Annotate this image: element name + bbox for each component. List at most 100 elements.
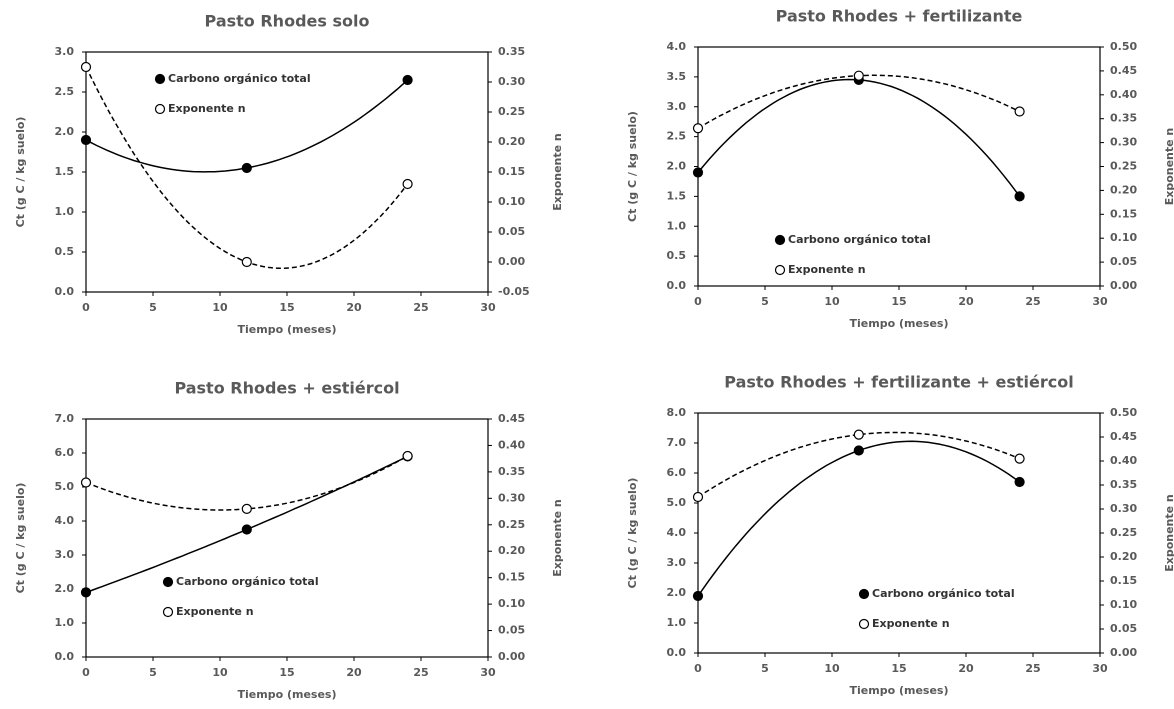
x-tick-label: 20	[958, 662, 974, 675]
x-tick-label: 25	[1025, 662, 1040, 675]
data-point	[692, 123, 704, 134]
y2-tick-label: 0.20	[498, 135, 525, 148]
y-tick-label: 4.0	[667, 526, 687, 539]
y-tick-label: 1.5	[667, 189, 687, 202]
x-axis-label: Tiempo (meses)	[238, 323, 337, 336]
data-point	[241, 162, 252, 174]
legend-label: Carbono orgánico total	[176, 575, 319, 588]
y-tick-label: 6.0	[55, 446, 75, 459]
y-tick-label: 2.0	[667, 586, 687, 599]
y2-axis-label: Exponente n	[551, 133, 564, 211]
x-tick-label: 10	[212, 301, 228, 314]
legend-label: Carbono orgánico total	[872, 587, 1015, 600]
y-tick-label: 1.0	[55, 205, 75, 218]
y2-axis-label: Exponente n	[1163, 494, 1174, 572]
y2-tick-label: 0.40	[1110, 88, 1137, 101]
y2-tick-label: 0.35	[498, 465, 525, 478]
data-point	[241, 503, 252, 515]
data-point	[692, 167, 704, 178]
y2-tick-label: 0.20	[1110, 550, 1137, 563]
chart-title: Pasto Rhodes + estiércol	[174, 379, 399, 398]
y-tick-label: 2.0	[55, 125, 75, 138]
y-tick-label: 1.0	[667, 219, 687, 232]
y-tick-label: 5.0	[55, 480, 75, 493]
data-point	[1014, 106, 1025, 117]
y2-tick-label: 0.10	[1110, 598, 1137, 611]
trend-curve	[697, 78, 1021, 197]
y2-tick-label: 0.00	[498, 255, 525, 268]
x-tick-label: 25	[413, 666, 428, 679]
x-tick-label: 0	[82, 301, 90, 314]
x-tick-label: 30	[480, 301, 496, 314]
plot-frame	[697, 46, 1101, 287]
y-tick-label: 0.0	[667, 279, 687, 292]
y-tick-label: 2.5	[55, 85, 75, 98]
y2-tick-label: 0.00	[1110, 646, 1137, 659]
y2-tick-label: 0.45	[1110, 64, 1137, 77]
legend-marker	[858, 618, 870, 630]
trend-curve	[697, 431, 1020, 498]
legend-marker	[858, 588, 870, 600]
y2-tick-label: 0.15	[1110, 207, 1137, 220]
y2-tick-label: 0.00	[498, 650, 525, 663]
data-point	[402, 450, 413, 462]
y-tick-label: 2.0	[55, 582, 75, 595]
legend-label: Carbono orgánico total	[168, 72, 311, 85]
chart-title: Pasto Rhodes + fertilizante + estiércol	[724, 373, 1073, 392]
y2-tick-label: 0.50	[1110, 40, 1137, 53]
data-point	[853, 429, 864, 440]
y-tick-label: 7.0	[667, 436, 687, 449]
chart-title: Pasto Rhodes + fertilizante	[776, 7, 1023, 26]
legend-label: Exponente n	[872, 617, 950, 630]
legend-label: Exponente n	[176, 605, 254, 618]
y-axis-label: Ct (g C / kg suelo)	[626, 111, 639, 222]
y-tick-label: 1.5	[55, 165, 75, 178]
data-point	[80, 61, 92, 73]
y-tick-label: 3.5	[667, 70, 687, 83]
y-tick-label: 8.0	[667, 406, 687, 419]
y2-tick-label: 0.00	[1110, 279, 1137, 292]
x-tick-label: 15	[279, 301, 294, 314]
y2-tick-label: 0.30	[498, 491, 525, 504]
trend-curve	[85, 79, 409, 173]
x-axis-label: Tiempo (meses)	[850, 684, 949, 697]
y2-tick-label: 0.25	[1110, 160, 1137, 173]
trend-curve	[697, 440, 1021, 597]
y-tick-label: 6.0	[667, 466, 687, 479]
y2-axis-label: Exponente n	[551, 499, 564, 577]
y-tick-label: 2.0	[667, 160, 687, 173]
x-tick-label: 0	[694, 295, 702, 308]
legend-marker	[774, 264, 786, 276]
x-tick-label: 10	[824, 662, 840, 675]
data-point	[402, 178, 413, 190]
y2-tick-label: 0.30	[1110, 502, 1137, 515]
data-point	[1014, 191, 1025, 202]
y2-tick-label: 0.10	[498, 597, 525, 610]
y2-tick-label: 0.15	[498, 165, 525, 178]
y2-tick-label: 0.35	[498, 45, 525, 58]
y2-tick-label: 0.30	[498, 75, 525, 88]
legend-marker	[154, 73, 166, 85]
x-tick-label: 30	[480, 666, 496, 679]
legend-marker	[162, 606, 174, 618]
x-tick-label: 15	[891, 295, 906, 308]
y-tick-label: 0.5	[667, 249, 687, 262]
y-tick-label: 3.0	[55, 548, 75, 561]
y2-tick-label: 0.10	[1110, 231, 1137, 244]
y-axis-label: Ct (g C / kg suelo)	[626, 478, 639, 589]
y-axis-label: Ct (g C / kg suelo)	[14, 483, 27, 594]
x-tick-label: 15	[279, 666, 294, 679]
y-tick-label: 3.0	[667, 100, 687, 113]
y2-tick-label: 0.40	[1110, 454, 1137, 467]
y-tick-label: 3.0	[667, 556, 687, 569]
data-point	[1014, 476, 1025, 488]
data-point	[80, 134, 92, 146]
x-tick-label: 0	[694, 662, 702, 675]
y-axis-label: Ct (g C / kg suelo)	[14, 117, 27, 228]
y2-tick-label: 0.05	[1110, 622, 1137, 635]
legend-marker	[162, 576, 174, 588]
y2-tick-label: 0.35	[1110, 112, 1137, 125]
data-point	[692, 491, 704, 503]
y-tick-label: 0.0	[55, 650, 75, 663]
y-tick-label: 0.0	[55, 285, 75, 298]
